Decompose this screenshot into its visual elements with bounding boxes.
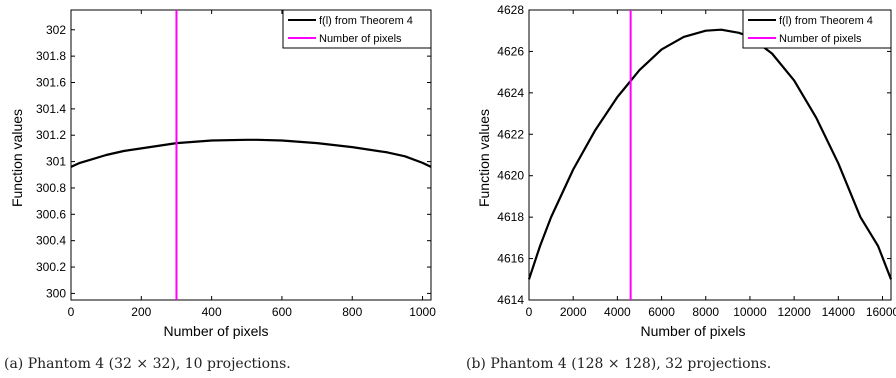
chart-right-legend-label-pixels: Number of pixels [779,33,862,45]
chart-left-legend-label-pixels: Number of pixels [319,33,402,45]
chart-right-x-tick-label: 12000 [777,305,811,319]
chart-left-x-tick-label: 800 [342,305,362,319]
chart-right-x-tick-label: 2000 [560,305,587,319]
chart-right-x-tick-label: 14000 [822,305,856,319]
chart-right-y-tick-label: 4626 [497,44,524,58]
chart-left-y-tick-label: 301.4 [36,102,66,116]
chart-right-x-tick-label: 10000 [733,305,767,319]
chart-left-plot-frame [70,9,432,301]
chart-left-x-tick-label: 1000 [409,305,436,319]
chart-left-x-axis-label: Number of pixels [163,323,268,339]
chart-left-x-tick-label: 200 [131,305,151,319]
chart-right-y-tick-label: 4618 [497,210,524,224]
caption-left: (a) Phantom 4 (32 × 32), 10 projections. [4,356,291,372]
chart-right-y-tick-label: 4628 [497,3,524,17]
chart-right-plot-frame [528,9,892,301]
chart-left-legend-box [282,9,432,49]
chart-left-y-ticks: 300 300.2 300.4 300.6 300.8 301 301.2 301.4 301.… [36,23,431,300]
chart-left-series [70,10,432,300]
chart-left-x-tick-label: 600 [272,305,292,319]
chart-right-x-tick-label: 16000 [866,305,896,319]
chart-right-x-tick-label: 4000 [604,305,631,319]
chart-right-y-tick-label: 4616 [497,252,524,266]
chart-right-x-tick-label: 0 [526,305,533,319]
chart-right-y-tick-label: 4620 [497,169,524,183]
chart-left-y-tick-label: 300.4 [36,234,66,248]
chart-left: 300 300.2 300.4 300.6 300.8 301 301.2 301.4 301.… [9,9,436,339]
chart-right-x-ticks: 0 2000 4000 6000 8000 10000 12000 14000 16000 [526,10,896,319]
chart-right-series [527,10,893,300]
chart-left-x-tick-label: 0 [68,305,75,319]
chart-right-x-axis-label: Number of pixels [640,323,745,339]
chart-left-y-tick-label: 300 [46,286,66,300]
caption-right: (b) Phantom 4 (128 × 128), 32 projection… [466,356,772,372]
chart-right-series-f-line [527,28,893,280]
chart-left-y-tick-label: 301.8 [36,49,66,63]
chart-right-y-tick-label: 4614 [497,293,524,307]
chart-right-y-ticks: 4614 4616 4618 4620 4622 4624 4626 4628 [497,3,891,307]
chart-left-x-tick-label: 400 [202,305,222,319]
chart-left-y-tick-label: 300.6 [36,207,66,221]
chart-right-y-tick-label: 4622 [497,127,524,141]
chart-left-x-ticks: 0 200 400 600 800 1000 [68,10,436,319]
chart-left-y-axis-label: Function values [9,109,25,207]
chart-left-y-tick-label: 301.6 [36,76,66,90]
chart-right-x-tick-label: 8000 [692,305,719,319]
chart-left-y-tick-label: 300.8 [36,181,66,195]
chart-left-y-tick-label: 300.2 [36,260,66,274]
chart-right-y-tick-label: 4624 [497,86,524,100]
chart-right: 4614 4616 4618 4620 4622 4624 4626 4628 0 2000 40… [476,3,896,339]
chart-left-y-tick-label: 301 [46,155,66,169]
chart-left-series-f-line [70,138,432,168]
chart-right-x-tick-label: 6000 [648,305,675,319]
chart-left-y-tick-label: 301.2 [36,128,66,142]
chart-right-legend-label-f: f(l) from Theorem 4 [779,15,873,27]
chart-left-legend: f(l) from Theorem 4 Number of pixels [282,9,432,49]
chart-right-legend: f(l) from Theorem 4 Number of pixels [742,9,892,49]
chart-left-legend-label-f: f(l) from Theorem 4 [319,15,413,27]
chart-right-legend-box [742,9,892,49]
chart-left-y-tick-label: 302 [46,23,66,37]
chart-right-y-axis-label: Function values [476,109,492,207]
